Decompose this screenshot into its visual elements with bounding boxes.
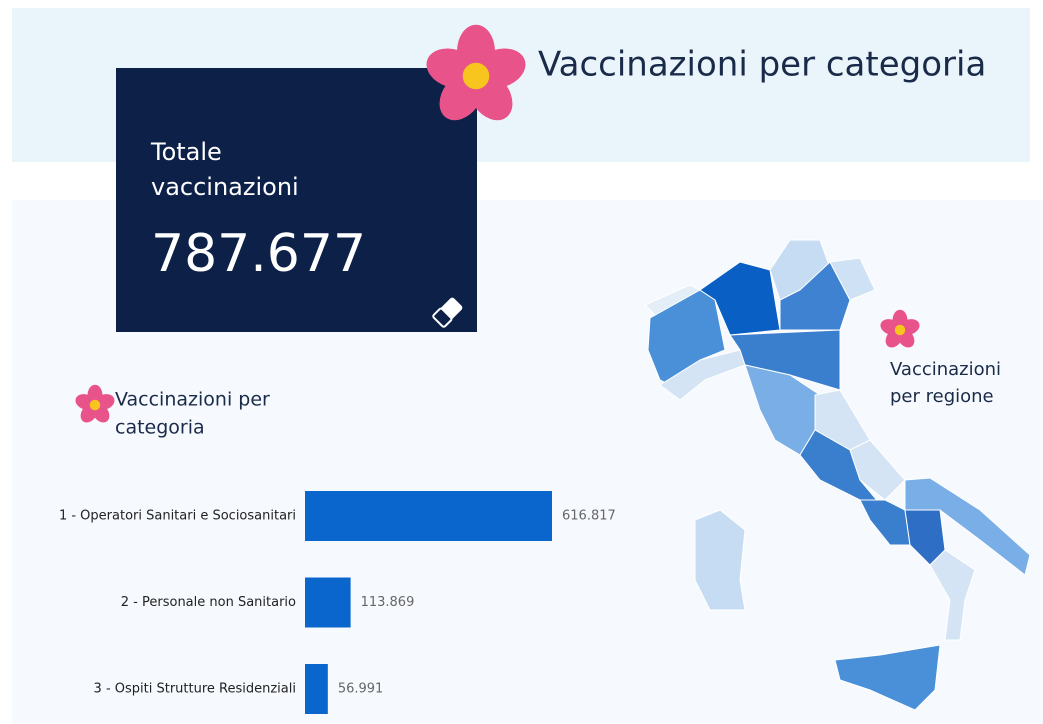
map-region[interactable]	[829, 257, 876, 301]
value-label: 113.869	[361, 595, 415, 610]
kpi-label: Totale	[150, 138, 222, 166]
category-label: 2 - Personale non Sanitario	[121, 595, 296, 610]
map-region[interactable]	[799, 429, 886, 511]
category-label: 1 - Operatori Sanitari e Sociosanitari	[59, 509, 296, 524]
value-label: 56.991	[338, 682, 384, 697]
map-region[interactable]	[849, 439, 906, 501]
map-title: Vaccinazioni	[890, 359, 1001, 380]
map-title: per regione	[890, 386, 994, 407]
category-label: 3 - Ospiti Strutture Residenziali	[94, 682, 296, 697]
bar	[305, 491, 552, 541]
kpi-card	[116, 68, 477, 332]
header-title: Vaccinazioni per categoria	[538, 45, 986, 85]
kpi-value: 787.677	[151, 224, 366, 284]
kpi-label: vaccinazioni	[151, 173, 299, 201]
chart-title: Vaccinazioni per	[115, 389, 270, 411]
italy-map	[644, 239, 1031, 711]
map-region[interactable]	[834, 644, 941, 711]
value-label: 616.817	[562, 509, 616, 524]
bar	[305, 664, 328, 714]
map-region[interactable]	[929, 549, 976, 641]
chart-title: categoria	[115, 417, 205, 439]
eraser-icon[interactable]	[432, 296, 463, 328]
map-region[interactable]	[694, 509, 746, 611]
bar	[305, 577, 351, 628]
